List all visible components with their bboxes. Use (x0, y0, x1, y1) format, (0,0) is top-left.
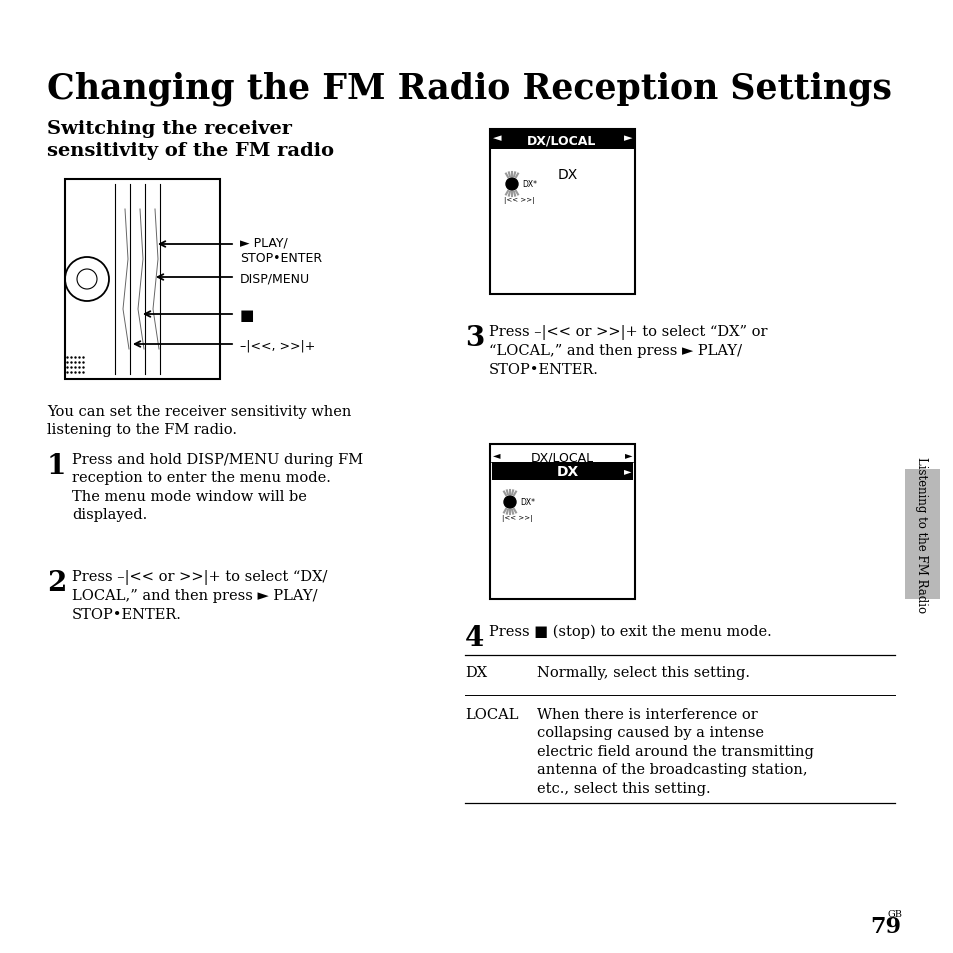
Text: DX/LOCAL: DX/LOCAL (530, 452, 593, 464)
Text: Press –|<< or >>|+ to select “DX” or
“LOCAL,” and then press ► PLAY/
STOP•ENTER.: Press –|<< or >>|+ to select “DX” or “LO… (489, 325, 767, 376)
Text: |<< >>|: |<< >>| (503, 196, 534, 204)
Text: DX*: DX* (519, 497, 535, 506)
Circle shape (503, 497, 516, 509)
Text: ►: ► (623, 465, 631, 476)
Text: When there is interference or
collapsing caused by a intense
electric field arou: When there is interference or collapsing… (537, 707, 813, 795)
Text: ►: ► (623, 132, 632, 143)
Text: ◄: ◄ (493, 450, 500, 459)
Text: 2: 2 (47, 569, 67, 597)
Text: LOCAL: LOCAL (464, 707, 518, 721)
Text: –|<<, >>|+: –|<<, >>|+ (240, 338, 315, 352)
Text: ◄: ◄ (493, 132, 501, 143)
Bar (490, 444, 635, 599)
Text: Listening to the FM Radio: Listening to the FM Radio (915, 456, 927, 613)
Text: DISP/MENU: DISP/MENU (240, 272, 310, 285)
Text: DX/LOCAL: DX/LOCAL (527, 133, 596, 147)
Text: DX: DX (558, 168, 578, 182)
Text: ►: ► (624, 450, 632, 459)
Text: ■: ■ (240, 308, 254, 323)
Text: Press –|<< or >>|+ to select “DX/
LOCAL,” and then press ► PLAY/
STOP•ENTER.: Press –|<< or >>|+ to select “DX/ LOCAL,… (71, 569, 327, 621)
Text: Press ■ (stop) to exit the menu mode.: Press ■ (stop) to exit the menu mode. (489, 624, 771, 639)
Text: 1: 1 (47, 453, 67, 479)
Text: ► PLAY/
STOP•ENTER: ► PLAY/ STOP•ENTER (240, 236, 322, 265)
Text: 79: 79 (869, 915, 900, 937)
Text: Normally, select this setting.: Normally, select this setting. (537, 665, 749, 679)
Text: You can set the receiver sensitivity when
listening to the FM radio.: You can set the receiver sensitivity whe… (47, 405, 351, 436)
Text: 4: 4 (464, 624, 484, 651)
Bar (492, 462, 633, 480)
Text: DX*: DX* (521, 180, 537, 189)
Text: Switching the receiver
sensitivity of the FM radio: Switching the receiver sensitivity of th… (47, 120, 334, 159)
Text: 3: 3 (464, 325, 484, 352)
Bar (65, 180, 220, 379)
Text: DX: DX (464, 665, 487, 679)
Text: GB: GB (887, 909, 902, 918)
Text: DX: DX (557, 464, 578, 478)
Circle shape (505, 179, 517, 191)
Bar (904, 470, 939, 599)
Bar (490, 130, 635, 150)
Text: Changing the FM Radio Reception Settings: Changing the FM Radio Reception Settings (47, 71, 891, 107)
Text: Press and hold DISP/MENU during FM
reception to enter the menu mode.
The menu mo: Press and hold DISP/MENU during FM recep… (71, 453, 363, 521)
FancyBboxPatch shape (490, 130, 635, 294)
Text: |<< >>|: |<< >>| (501, 515, 532, 521)
